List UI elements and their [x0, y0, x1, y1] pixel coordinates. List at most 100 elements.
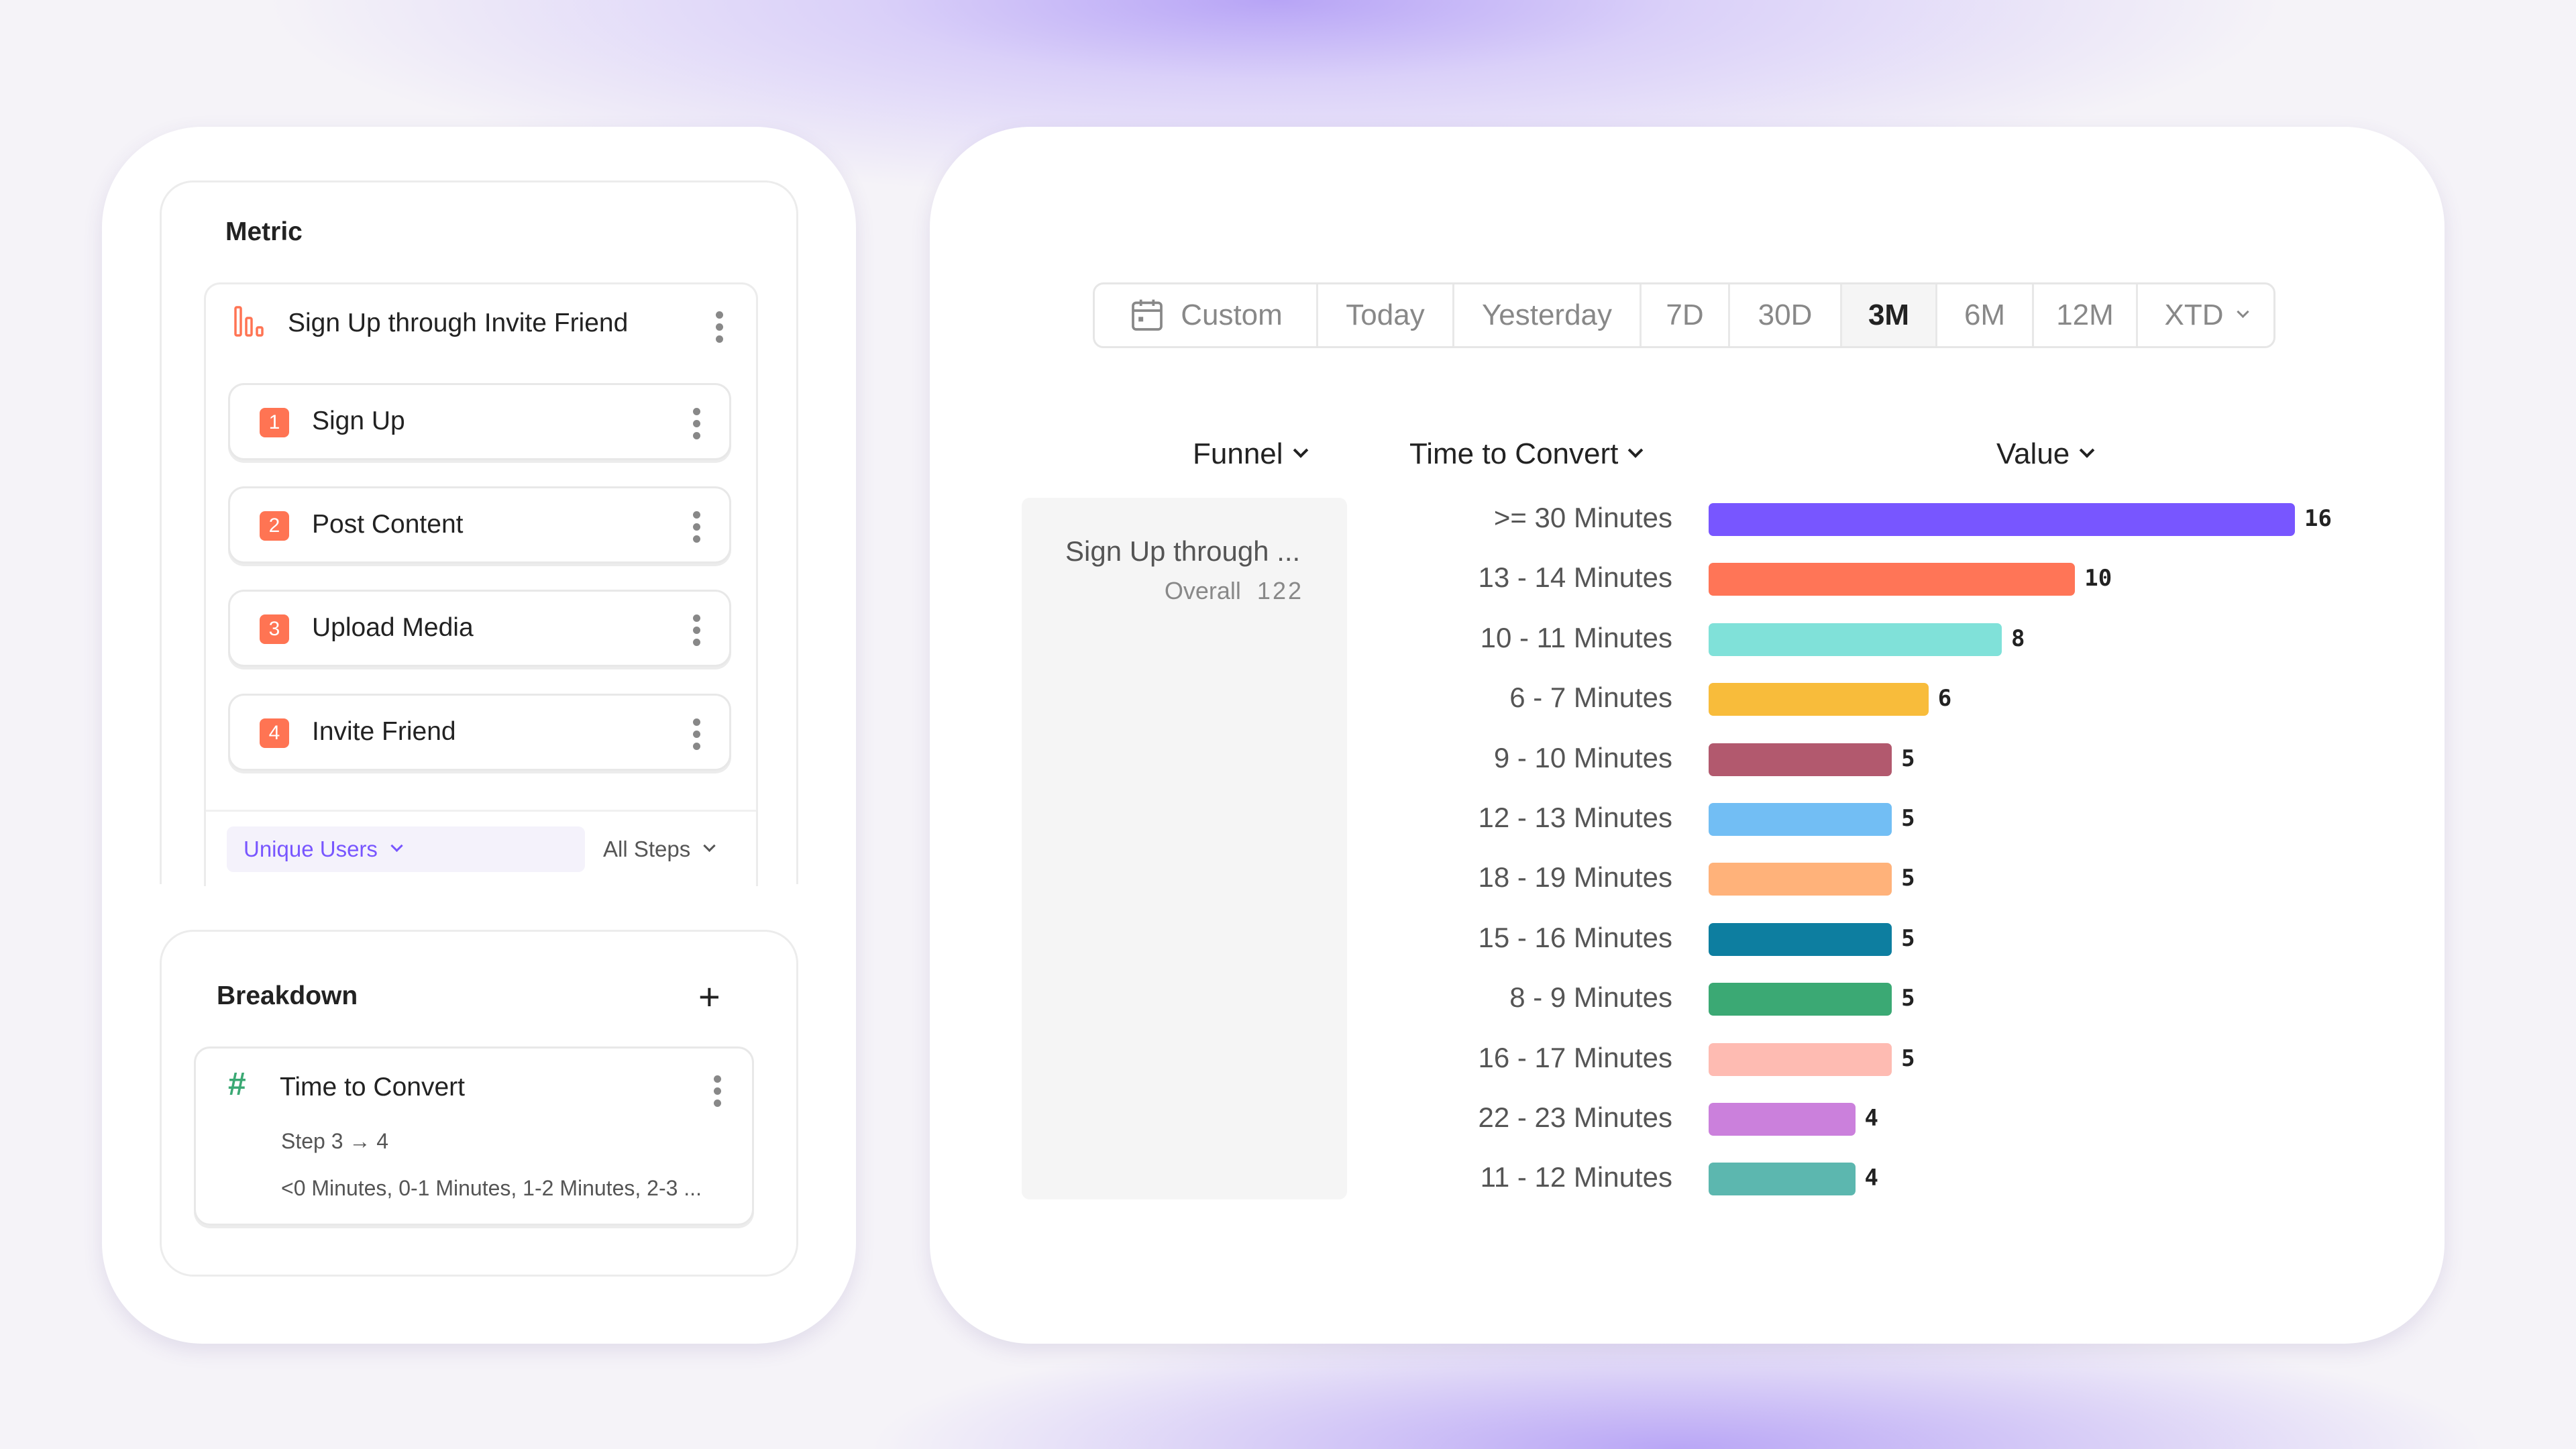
bucket-list: <0 Minutes, 0-1 Minutes, 1-2 Minutes, 2-… — [281, 1176, 702, 1200]
bar[interactable] — [1709, 683, 1929, 716]
breakdown-item[interactable]: # Time to Convert Step 3 → 4 <0 Minutes,… — [194, 1046, 754, 1226]
chevron-down-icon — [1628, 443, 1644, 458]
step-badge: 2 — [260, 511, 289, 541]
bar[interactable] — [1709, 563, 2076, 596]
overall-label: Overall — [1164, 577, 1241, 604]
bar-value-label: 5 — [1901, 924, 1915, 952]
column-header-value[interactable]: Value — [1996, 437, 2095, 471]
funnel-chart-icon — [234, 306, 264, 337]
tab-6m[interactable]: 6M — [1937, 284, 2034, 346]
funnel-box: Sign Up through Invite Friend Unique Use… — [204, 282, 758, 886]
step-badge: 3 — [260, 614, 289, 644]
steps-dropdown[interactable]: All Steps — [603, 826, 716, 872]
bar[interactable] — [1709, 922, 1892, 956]
bar[interactable] — [1709, 1042, 1892, 1076]
bar-value-label: 4 — [1864, 1165, 1878, 1192]
category-label: 22 - 23 Minutes — [1478, 1102, 1673, 1133]
header-label: Time to Convert — [1409, 437, 1619, 470]
footer-divider — [206, 810, 756, 812]
metric-heading: Metric — [225, 217, 303, 246]
step-label: Upload Media — [312, 613, 474, 642]
add-breakdown-icon[interactable]: + — [698, 975, 720, 1018]
breakdown-panel: Breakdown + # Time to Convert Step 3 → 4… — [160, 930, 798, 1277]
step-label: Invite Friend — [312, 717, 456, 746]
funnel-step-3[interactable]: 3 Upload Media — [228, 590, 731, 667]
breakdown-menu-icon[interactable] — [714, 1075, 722, 1107]
bar-value-label: 5 — [1901, 865, 1915, 892]
header-label: Funnel — [1193, 437, 1283, 470]
funnel-step-4[interactable]: 4 Invite Friend — [228, 694, 731, 771]
step-menu-icon[interactable] — [693, 408, 701, 439]
step-label: Post Content — [312, 510, 464, 539]
step-menu-icon[interactable] — [693, 614, 701, 646]
category-label: 15 - 16 Minutes — [1478, 921, 1673, 953]
step-label: Sign Up — [312, 407, 405, 435]
category-label: 12 - 13 Minutes — [1478, 802, 1673, 833]
category-label: 16 - 17 Minutes — [1478, 1041, 1673, 1073]
bar[interactable] — [1709, 983, 1892, 1016]
tab-7d[interactable]: 7D — [1642, 284, 1730, 346]
bar-value-label: 10 — [2084, 565, 2112, 592]
bar[interactable] — [1709, 1163, 1856, 1196]
category-label: 8 - 9 Minutes — [1509, 981, 1672, 1014]
bar[interactable] — [1709, 1103, 1856, 1136]
column-header-funnel[interactable]: Funnel — [1193, 437, 1308, 471]
bar-value-label: 8 — [2011, 625, 2025, 652]
tab-30d[interactable]: 30D — [1730, 284, 1842, 346]
breakdown-heading: Breakdown — [217, 981, 358, 1010]
tab-3m[interactable]: 3M — [1842, 284, 1937, 346]
tab-12m[interactable]: 12M — [2034, 284, 2138, 346]
bar[interactable] — [1709, 863, 1892, 896]
bar[interactable] — [1709, 623, 2002, 656]
step-badge: 4 — [260, 718, 289, 748]
funnel-cell: Sign Up through ... Overall 122 — [1022, 498, 1347, 1199]
bar-value-label: 5 — [1901, 805, 1915, 832]
bar[interactable] — [1709, 503, 2295, 536]
steps-filter-label: All Steps — [603, 837, 691, 861]
chevron-down-icon — [2236, 305, 2249, 318]
measure-dropdown[interactable]: Unique Users — [227, 826, 585, 872]
step-range: Step 3 → 4 — [281, 1129, 389, 1153]
bar-value-label: 16 — [2304, 505, 2332, 532]
chevron-down-icon — [390, 839, 403, 852]
category-label: >= 30 Minutes — [1493, 502, 1672, 533]
bar-value-label: 4 — [1864, 1105, 1878, 1132]
tab-xtd[interactable]: XTD — [2138, 284, 2273, 346]
header-label: Value — [1996, 437, 2070, 470]
bar-value-label: 5 — [1901, 1044, 1915, 1072]
category-label: 6 - 7 Minutes — [1509, 682, 1672, 714]
bar-value-label: 6 — [1937, 685, 1952, 712]
step-menu-icon[interactable] — [693, 511, 701, 543]
step-badge: 1 — [260, 408, 289, 437]
tab-today[interactable]: Today — [1318, 284, 1454, 346]
tab-yesterday[interactable]: Yesterday — [1454, 284, 1642, 346]
bar[interactable] — [1709, 743, 1892, 776]
category-label: 10 - 11 Minutes — [1480, 621, 1672, 653]
tab-label: Custom — [1181, 299, 1283, 331]
measure-label: Unique Users — [244, 837, 378, 861]
column-header-time-to-convert[interactable]: Time to Convert — [1409, 437, 1644, 471]
category-label: 11 - 12 Minutes — [1480, 1161, 1672, 1193]
funnel-name[interactable]: Sign Up through Invite Friend — [288, 309, 629, 337]
bar-value-label: 5 — [1901, 985, 1915, 1012]
tab-custom[interactable]: Custom — [1095, 284, 1318, 346]
category-label: 9 - 10 Minutes — [1493, 741, 1672, 773]
chevron-down-icon — [703, 839, 716, 852]
funnel-cell-name[interactable]: Sign Up through ... — [1065, 535, 1301, 567]
funnel-step-1[interactable]: 1 Sign Up — [228, 383, 731, 460]
category-label: 18 - 19 Minutes — [1478, 861, 1673, 894]
bar-value-label: 5 — [1901, 745, 1915, 772]
overall-value: 122 — [1256, 577, 1303, 604]
overall-row: Overall 122 — [1165, 577, 1303, 605]
funnel-menu-icon[interactable] — [716, 311, 724, 343]
bar[interactable] — [1709, 803, 1892, 836]
date-range-tabs: Custom Today Yesterday 7D 30D 3M 6M 12M … — [1093, 282, 2275, 348]
breakdown-property: Time to Convert — [280, 1073, 465, 1102]
calendar-icon — [1132, 299, 1163, 331]
tab-label: XTD — [2164, 299, 2224, 331]
category-label: 13 - 14 Minutes — [1478, 561, 1673, 594]
chevron-down-icon — [2079, 443, 2095, 458]
step-menu-icon[interactable] — [693, 718, 701, 750]
funnel-step-2[interactable]: 2 Post Content — [228, 486, 731, 564]
hash-icon: # — [228, 1067, 246, 1102]
